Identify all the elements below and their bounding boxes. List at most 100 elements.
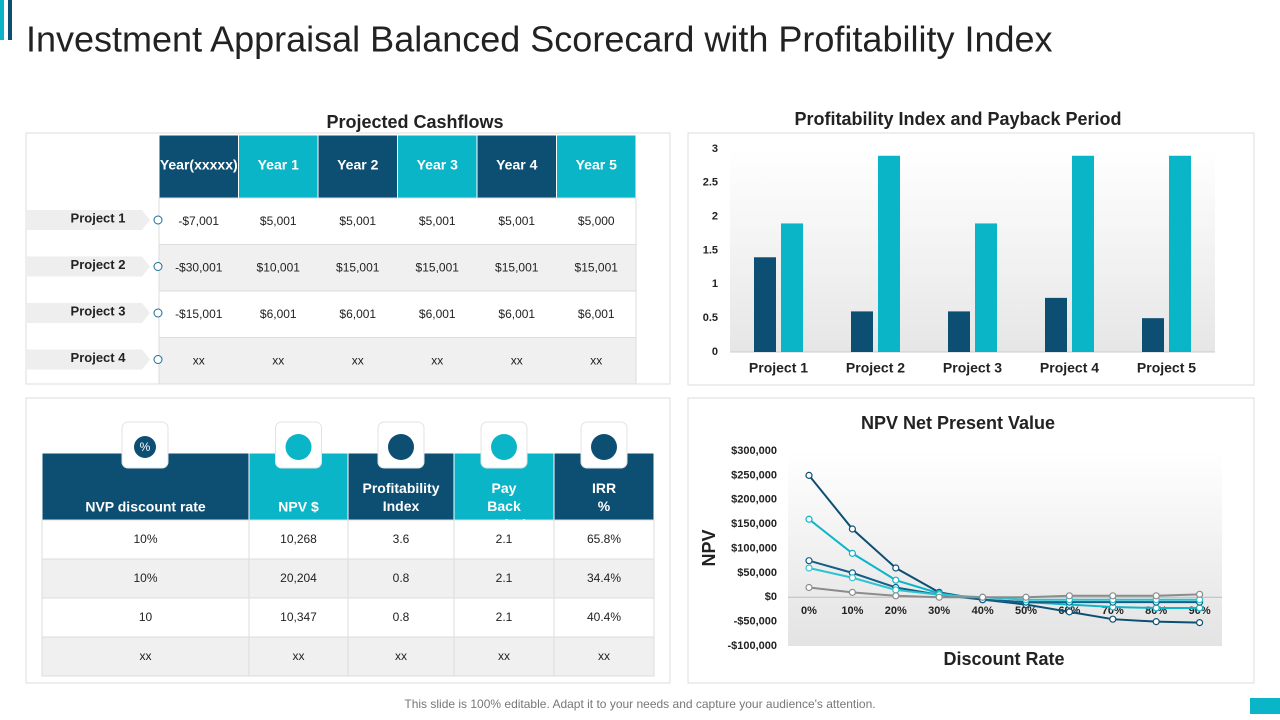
bar (1169, 155, 1191, 352)
line (808, 474, 1200, 624)
y-axis-label: NPV (699, 529, 719, 566)
row-tab (26, 256, 150, 277)
cell: 40.4% (587, 610, 621, 624)
point (805, 583, 813, 592)
cell: xx (511, 354, 523, 368)
x-axis-label: Discount Rate (943, 649, 1064, 669)
bar (1142, 318, 1164, 352)
cell: $15,001 (416, 261, 460, 275)
x-tick-label: Project 5 (1137, 360, 1196, 376)
title: Investment Appraisal Balanced Scorecard … (26, 19, 1053, 60)
row (158, 244, 637, 292)
cell: $15,001 (575, 261, 619, 275)
line (808, 586, 1200, 599)
point (1109, 615, 1117, 623)
plot-bg (730, 149, 1215, 352)
row-dot (153, 308, 163, 318)
header-word: IRR (592, 480, 616, 496)
header-label: NVP discount rate (85, 499, 206, 515)
bar (754, 257, 776, 352)
chart-title: NPV Net Present Value (861, 413, 1055, 433)
bar (878, 155, 900, 352)
point (1152, 618, 1160, 626)
cell: xx (140, 649, 152, 663)
cell: $6,001 (498, 307, 535, 321)
point (848, 525, 857, 533)
point (1195, 604, 1204, 612)
accent (0, 0, 4, 40)
y-tick-label: 1.5 (703, 244, 718, 256)
x-tick-label: 20% (885, 605, 907, 617)
icon (388, 434, 414, 460)
y-tick-label: $300,000 (731, 445, 777, 457)
cell: xx (598, 649, 610, 663)
point (892, 576, 900, 584)
x-tick-label: Project 4 (1040, 360, 1099, 376)
plot-bg (788, 451, 1222, 646)
header-label: Year 3 (417, 157, 458, 173)
point (1195, 590, 1204, 598)
cell: $6,001 (339, 307, 376, 321)
header-label: IRR% (592, 480, 616, 514)
cell: $6,001 (419, 307, 456, 321)
bar (851, 311, 873, 352)
row (158, 197, 637, 245)
cell: 10 (139, 610, 153, 624)
cell: 0.8 (393, 571, 410, 585)
row-dot (153, 262, 163, 271)
cell: 65.8% (587, 532, 621, 546)
y-tick-label: $200,000 (731, 494, 777, 506)
y-tick-label: $100,000 (731, 542, 777, 554)
point (1065, 608, 1074, 616)
table-title: Projected Cashflows (326, 112, 503, 132)
cell: $6,001 (578, 307, 615, 321)
cell: xx (590, 354, 602, 368)
point (848, 549, 857, 557)
row-dot (153, 355, 163, 364)
cell: 3.6 (393, 532, 410, 546)
y-tick-label: $150,000 (731, 518, 777, 530)
row-label: Project 2 (71, 257, 126, 272)
x-tick-label: 50% (1015, 605, 1037, 617)
cell: 0.8 (393, 610, 410, 624)
header-word: % (598, 498, 611, 514)
point (978, 593, 987, 601)
bar (781, 223, 803, 352)
header-word: Profitability (362, 480, 439, 496)
cell: 10,347 (280, 610, 317, 624)
y-tick-label: -$50,000 (734, 616, 777, 628)
x-tick-label: 70% (1102, 605, 1124, 617)
row-tab (26, 349, 150, 370)
point (892, 592, 900, 600)
header-cell (556, 134, 637, 199)
header-word: Back (487, 498, 521, 514)
header-label: Year 5 (576, 157, 617, 173)
cell: $6,001 (260, 307, 297, 321)
row-dot (153, 215, 163, 225)
cell: xx (395, 649, 407, 663)
point (805, 557, 813, 565)
point (1065, 592, 1074, 600)
line (808, 567, 1200, 601)
cell: xx (293, 649, 305, 663)
x-tick-label: 10% (841, 605, 863, 617)
x-tick-label: 40% (972, 605, 994, 617)
point (935, 593, 943, 601)
x-tick-label: 0% (801, 605, 817, 617)
chart-title: Profitability Index and Payback Period (794, 109, 1121, 129)
cell: $10,001 (257, 261, 301, 275)
bar (975, 223, 997, 352)
bar (1045, 297, 1067, 352)
header-cell (238, 134, 319, 199)
cell: -$15,001 (175, 307, 223, 321)
header-word: Index (383, 498, 420, 514)
x-tick-label: 30% (928, 605, 950, 617)
y-tick-label: 0.5 (703, 312, 718, 324)
cell: 20,204 (280, 571, 317, 585)
icon (134, 436, 156, 458)
cell: xx (352, 354, 364, 368)
cell: $5,000 (578, 214, 615, 228)
point (892, 586, 900, 594)
icon (591, 434, 617, 460)
